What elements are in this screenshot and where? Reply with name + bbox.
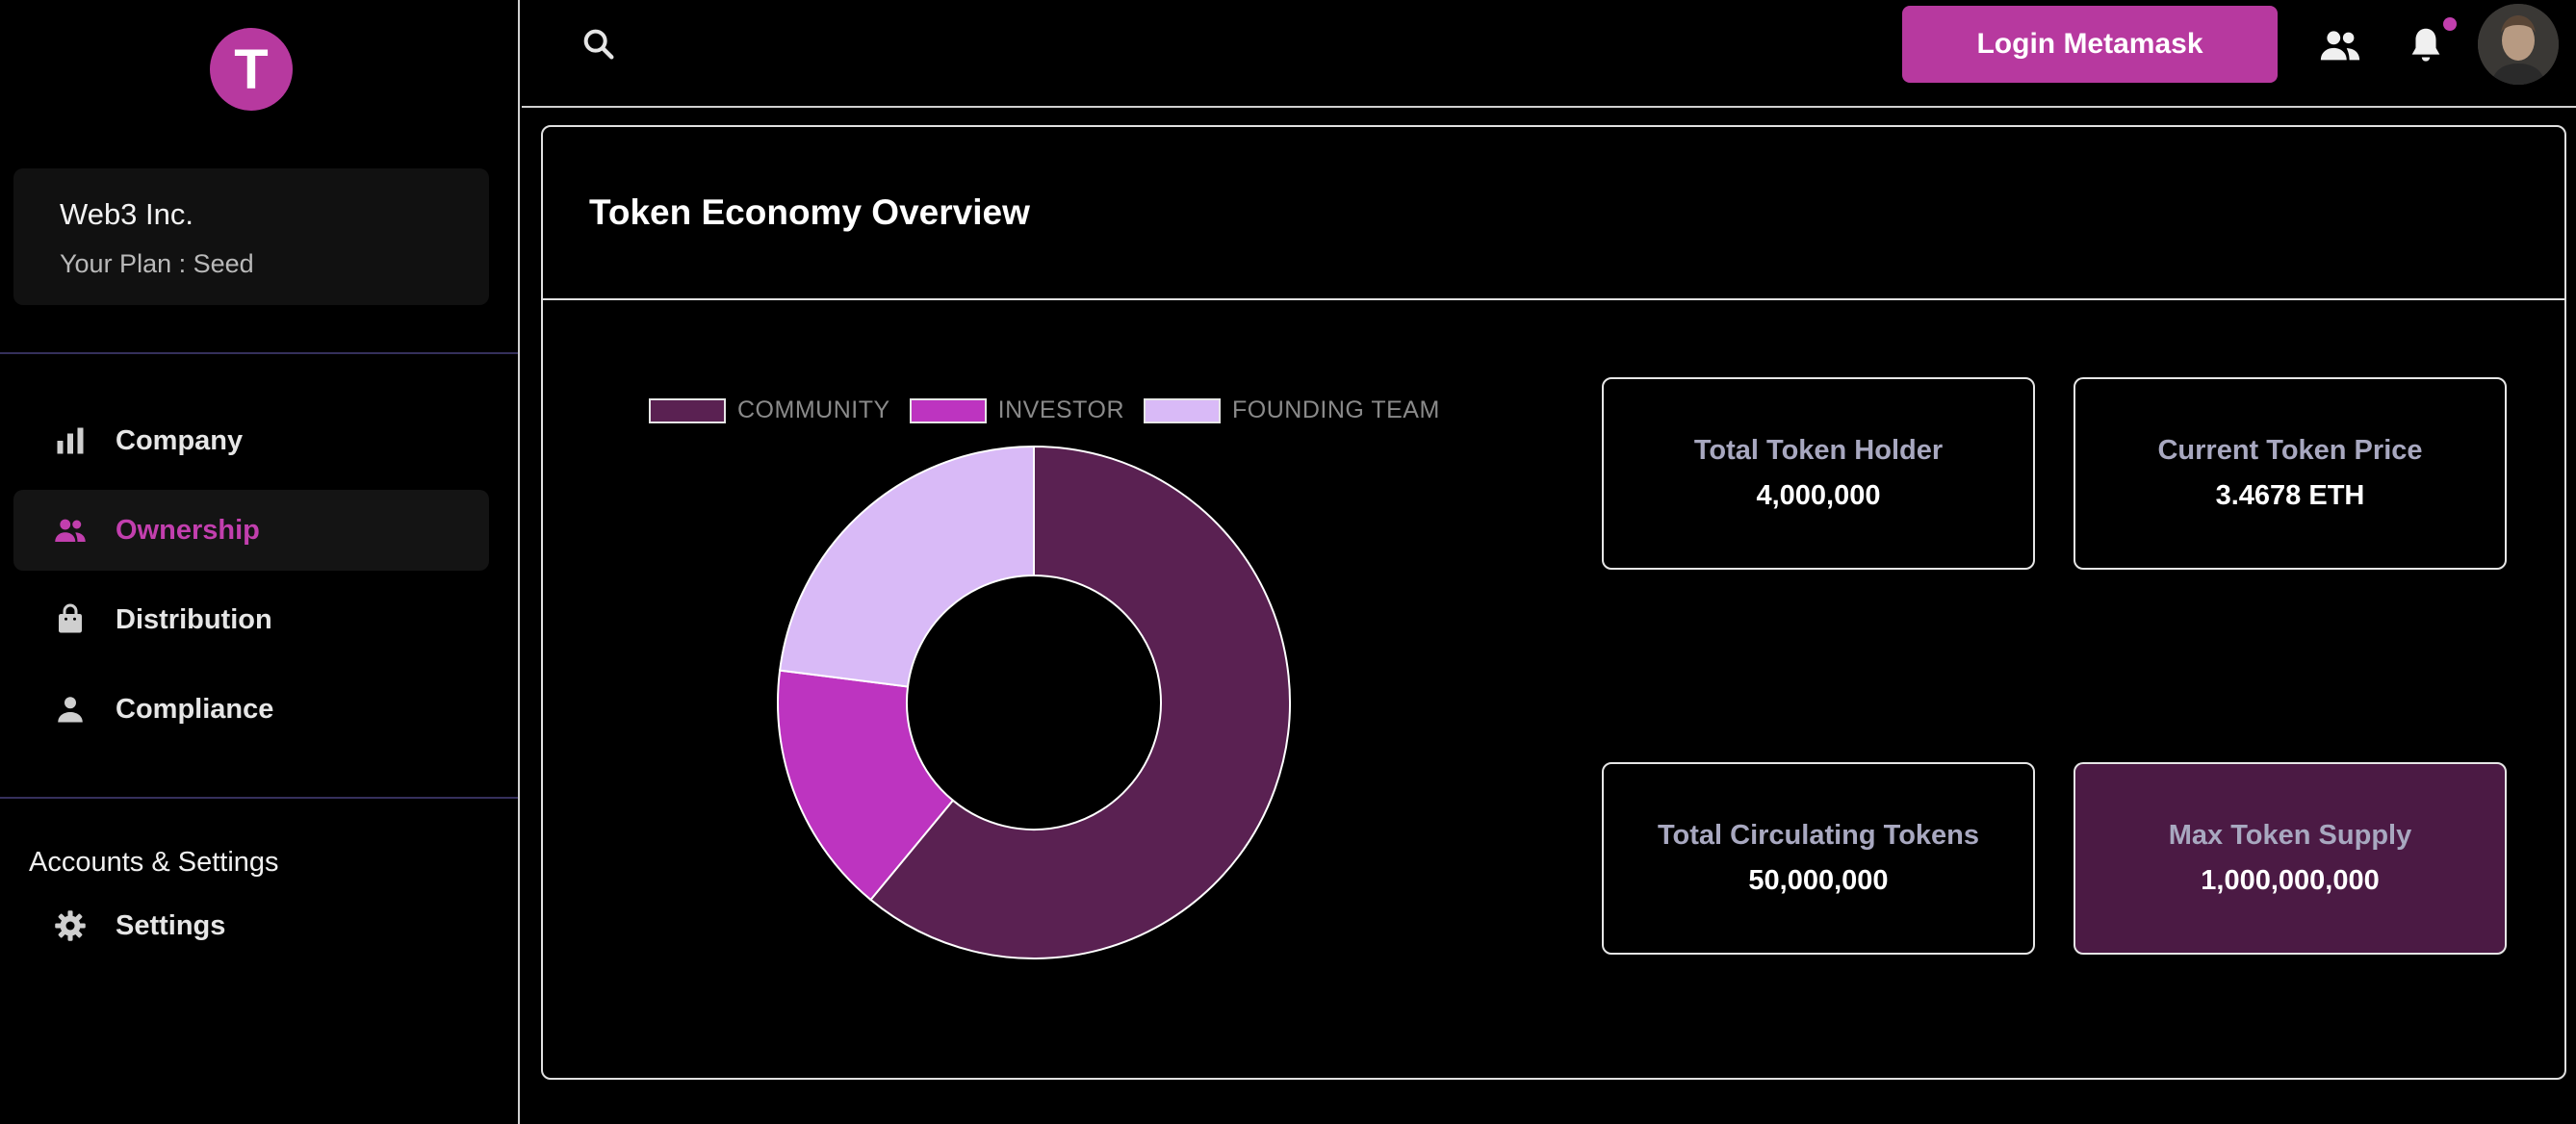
legend-item-community[interactable]: COMMUNITY [649,396,890,424]
sidebar-divider [0,797,518,799]
login-metamask-button[interactable]: Login Metamask [1902,6,2278,83]
sidebar-item-compliance[interactable]: Compliance [13,669,489,750]
token-distribution-donut-chart [777,445,1291,959]
panel-title: Token Economy Overview [589,192,1030,232]
sidebar-item-ownership[interactable]: Ownership [13,490,489,571]
sidebar-divider [0,352,518,354]
legend-item-founding-team[interactable]: FOUNDING TEAM [1144,396,1440,424]
organization-name: Web3 Inc. [60,197,194,231]
bell-icon[interactable] [2404,23,2448,67]
sidebar-item-label: Company [116,424,244,456]
donut-slice-community[interactable] [869,445,1291,959]
people-icon[interactable] [2318,23,2362,67]
avatar[interactable] [2478,4,2559,85]
stat-value: 50,000,000 [1748,865,1889,896]
legend-swatch [649,397,726,423]
sidebar-item-settings[interactable]: Settings [13,885,489,966]
sidebar-item-label: Settings [116,909,226,941]
legend-label: FOUNDING TEAM [1232,396,1440,423]
brand-logo[interactable]: T [210,28,293,111]
donut-slice-founding-team[interactable] [778,445,1035,688]
stat-label: Current Token Price [2157,435,2423,466]
stat-value: 1,000,000,000 [2201,865,2380,896]
sidebar: T Web3 Inc. Your Plan : Seed Company Own… [0,0,520,1124]
legend-label: COMMUNITY [737,396,890,423]
search-icon[interactable] [580,25,618,64]
organization-card[interactable]: Web3 Inc. Your Plan : Seed [13,168,489,305]
panel-divider [543,298,2564,300]
stat-card-total-token-holder: Total Token Holder 4,000,000 [1602,377,2035,570]
person-icon [52,691,89,728]
gear-icon [52,907,89,944]
token-economy-panel: Token Economy Overview COMMUNITY INVESTO… [541,125,2566,1080]
stat-card-current-token-price: Current Token Price 3.4678 ETH [2074,377,2507,570]
donut-slice-investor[interactable] [777,669,955,902]
stat-label: Total Circulating Tokens [1657,820,1980,851]
stat-label: Total Token Holder [1693,435,1944,466]
section-title-accounts-settings: Accounts & Settings [29,847,279,878]
sidebar-item-label: Distribution [116,603,272,635]
chart-legend: COMMUNITY INVESTOR FOUNDING TEAM [649,396,1459,424]
sidebar-item-company[interactable]: Company [13,400,489,481]
people-icon [52,512,89,549]
stat-card-total-circulating-tokens: Total Circulating Tokens 50,000,000 [1602,762,2035,955]
legend-swatch [1144,397,1221,423]
stat-label: Max Token Supply [2168,820,2412,851]
stat-value: 3.4678 ETH [2215,480,2365,511]
top-bar: Login Metamask [522,0,2576,108]
stat-card-max-token-supply: Max Token Supply 1,000,000,000 [2074,762,2507,955]
sidebar-item-label: Compliance [116,693,274,725]
legend-item-investor[interactable]: INVESTOR [909,396,1124,424]
legend-swatch [909,397,987,423]
sidebar-item-label: Ownership [116,514,260,546]
plan-label: Your Plan : Seed [60,249,254,278]
bar-chart-icon [52,422,89,459]
shopping-bag-icon [52,601,89,638]
sidebar-item-distribution[interactable]: Distribution [13,579,489,660]
legend-label: INVESTOR [997,396,1124,423]
notification-badge [2443,17,2457,31]
stat-value: 4,000,000 [1756,480,1881,511]
